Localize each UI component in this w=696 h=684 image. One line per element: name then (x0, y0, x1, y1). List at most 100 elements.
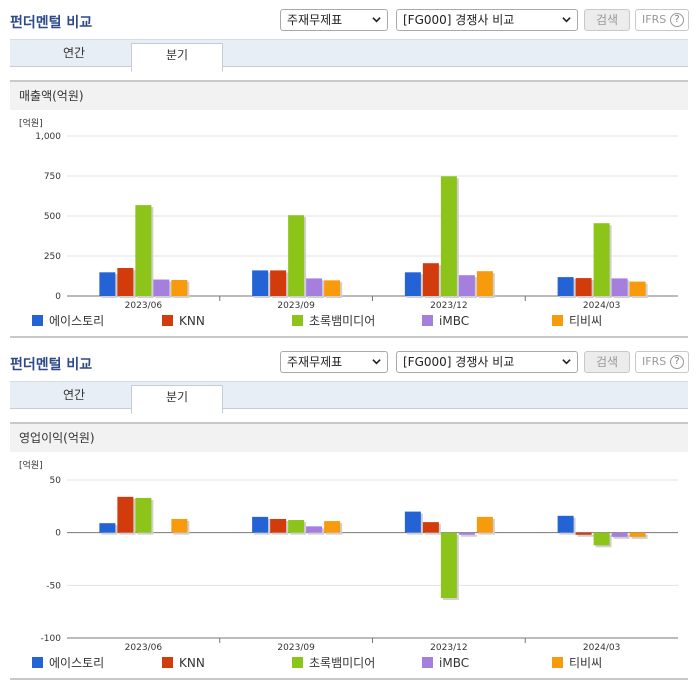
bar-초록뱀미디어-2023/12 (440, 532, 457, 598)
help-icon[interactable]: ? (670, 355, 684, 369)
statement-type-select[interactable]: 주재무제표 (280, 351, 388, 373)
legend-label: 에이스토리 (49, 656, 105, 670)
chevron-down-icon (562, 17, 571, 23)
legend-swatch (552, 657, 563, 668)
bar-KNN-2024/03 (575, 278, 592, 296)
bar-티비씨-2023/12 (476, 271, 493, 296)
legend-item[interactable]: 티비씨 (552, 314, 602, 328)
ifrs-button[interactable]: IFRS? (635, 351, 689, 373)
bar-iMBC-2023/09 (306, 278, 323, 296)
legend-item[interactable]: 에이스토리 (32, 656, 104, 670)
legend-label: 초록뱀미디어 (309, 656, 376, 670)
y-tick-label: -50 (46, 581, 61, 591)
legend-item[interactable]: KNN (162, 314, 205, 328)
tab-annual[interactable]: 연간 (62, 46, 86, 60)
tab-annual[interactable]: 연간 (62, 388, 86, 402)
x-tick-label: 2023/12 (430, 643, 467, 652)
ifrs-button[interactable]: IFRS? (635, 9, 689, 31)
comparison-group-value: [FG000] 경쟁사 비교 (403, 13, 515, 27)
legend-item[interactable]: 에이스토리 (32, 314, 104, 328)
help-icon[interactable]: ? (670, 13, 684, 27)
legend-label: 에이스토리 (49, 314, 105, 328)
ifrs-label: IFRS (642, 13, 667, 26)
statement-type-value: 주재무제표 (287, 13, 343, 27)
legend-item[interactable]: iMBC (422, 314, 469, 328)
comparison-group-select[interactable]: [FG000] 경쟁사 비교 (396, 9, 578, 31)
fundamental-panel-2: 펀더멘털 비교 주재무제표 [FG000] 경쟁사 비교 검색 IFRS? 연간 분기 영업이… (0, 342, 696, 684)
bar-에이스토리-2023/06 (99, 523, 116, 533)
panel-title: 펀더멘털 비교 (10, 15, 93, 31)
legend-item[interactable]: 초록뱀미디어 (292, 314, 375, 328)
bar-초록뱀미디어-2024/03 (593, 223, 610, 296)
tab-quarterly[interactable]: 분기 (131, 385, 223, 414)
x-tick-label: 2023/09 (277, 301, 315, 310)
bar-티비씨-2024/03 (629, 532, 646, 537)
bar-에이스토리-2023/09 (252, 270, 269, 296)
bar-초록뱀미디어-2024/03 (593, 532, 610, 546)
bar-에이스토리-2023/12 (404, 511, 421, 533)
x-tick-label: 2023/06 (125, 301, 163, 310)
bar-shadow (460, 534, 477, 537)
chart-legend: 에이스토리 KNN 초록뱀미디어 iMBC 티비씨 (10, 314, 688, 332)
panel-bottom-border (10, 678, 688, 680)
legend-swatch (162, 657, 173, 668)
bar-iMBC-2023/12 (458, 532, 475, 535)
legend-item[interactable]: 티비씨 (552, 656, 602, 670)
x-tick-label: 2023/09 (277, 643, 315, 652)
y-axis-unit: [억원] (19, 117, 43, 129)
bar-티비씨-2023/06 (171, 280, 188, 296)
legend-swatch (32, 315, 43, 326)
legend-swatch (292, 315, 303, 326)
bar-티비씨-2023/12 (476, 516, 493, 533)
bar-초록뱀미디어-2023/06 (135, 497, 152, 533)
bar-에이스토리-2024/03 (557, 515, 574, 533)
bar-KNN-2023/09 (270, 270, 287, 296)
legend-label: KNN (179, 314, 205, 328)
search-button[interactable]: 검색 (584, 351, 630, 373)
legend-item[interactable]: iMBC (422, 656, 469, 670)
bar-초록뱀미디어-2023/09 (288, 215, 305, 296)
bar-에이스토리-2024/03 (557, 277, 574, 296)
statement-type-value: 주재무제표 (287, 355, 343, 369)
bar-티비씨-2024/03 (629, 281, 646, 296)
comparison-group-select[interactable]: [FG000] 경쟁사 비교 (396, 351, 578, 373)
legend-swatch (292, 657, 303, 668)
x-tick-label: 2023/12 (430, 301, 467, 310)
y-tick-label: -100 (41, 634, 62, 644)
bar-chart: [억원] 0 250 500 750 1,000 2023/06 2023/09 2023/12… (19, 117, 678, 310)
y-tick-label: 250 (44, 252, 61, 262)
search-button[interactable]: 검색 (584, 9, 630, 31)
y-tick-label: 0 (55, 529, 61, 539)
bar-iMBC-2023/09 (306, 526, 323, 533)
x-tick-label: 2023/06 (125, 643, 163, 652)
comparison-group-value: [FG000] 경쟁사 비교 (403, 355, 515, 369)
legend-swatch (162, 315, 173, 326)
bar-KNN-2023/12 (422, 522, 439, 533)
tab-quarterly[interactable]: 분기 (131, 43, 223, 72)
chevron-down-icon (372, 17, 381, 23)
bar-KNN-2024/03 (575, 532, 592, 535)
x-tick-label: 2024/03 (583, 301, 620, 310)
section-header: 매출액(억원) (10, 80, 688, 110)
legend-label: iMBC (439, 656, 470, 670)
legend-swatch (422, 315, 433, 326)
legend-swatch (552, 315, 563, 326)
y-tick-label: 750 (44, 172, 61, 182)
chart-legend: 에이스토리 KNN 초록뱀미디어 iMBC 티비씨 (10, 656, 688, 674)
bar-티비씨-2023/06 (171, 518, 188, 533)
bar-에이스토리-2023/09 (252, 516, 269, 533)
y-tick-label: 500 (44, 212, 61, 222)
legend-item[interactable]: 초록뱀미디어 (292, 656, 375, 670)
statement-type-select[interactable]: 주재무제표 (280, 9, 388, 31)
x-tick-label: 2024/03 (583, 643, 620, 652)
fundamental-panel-1: 펀더멘털 비교 주재무제표 [FG000] 경쟁사 비교 검색 IFRS? 연간 분기 매출액… (10, 9, 689, 338)
bar-KNN-2023/09 (270, 518, 287, 533)
legend-item[interactable]: KNN (162, 656, 205, 670)
legend-label: iMBC (439, 314, 470, 328)
bar-에이스토리-2023/12 (404, 272, 421, 296)
bar-초록뱀미디어-2023/06 (135, 205, 152, 296)
y-tick-label: 0 (55, 292, 61, 302)
panel-bottom-border (10, 336, 688, 338)
legend-label: KNN (179, 656, 205, 670)
bar-티비씨-2023/09 (324, 521, 341, 533)
